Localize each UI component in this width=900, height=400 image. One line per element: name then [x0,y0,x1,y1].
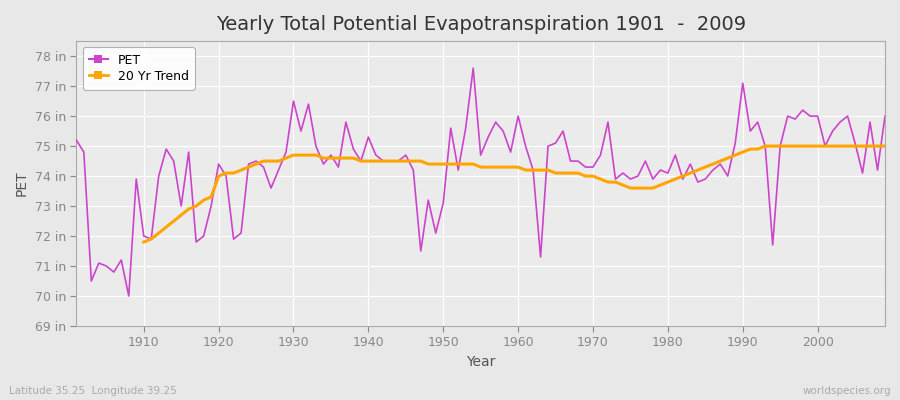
Title: Yearly Total Potential Evapotranspiration 1901  -  2009: Yearly Total Potential Evapotranspiratio… [216,15,746,34]
Y-axis label: PET: PET [15,171,29,196]
Text: Latitude 35.25  Longitude 39.25: Latitude 35.25 Longitude 39.25 [9,386,176,396]
Text: worldspecies.org: worldspecies.org [803,386,891,396]
X-axis label: Year: Year [466,355,495,369]
Legend: PET, 20 Yr Trend: PET, 20 Yr Trend [83,47,194,90]
